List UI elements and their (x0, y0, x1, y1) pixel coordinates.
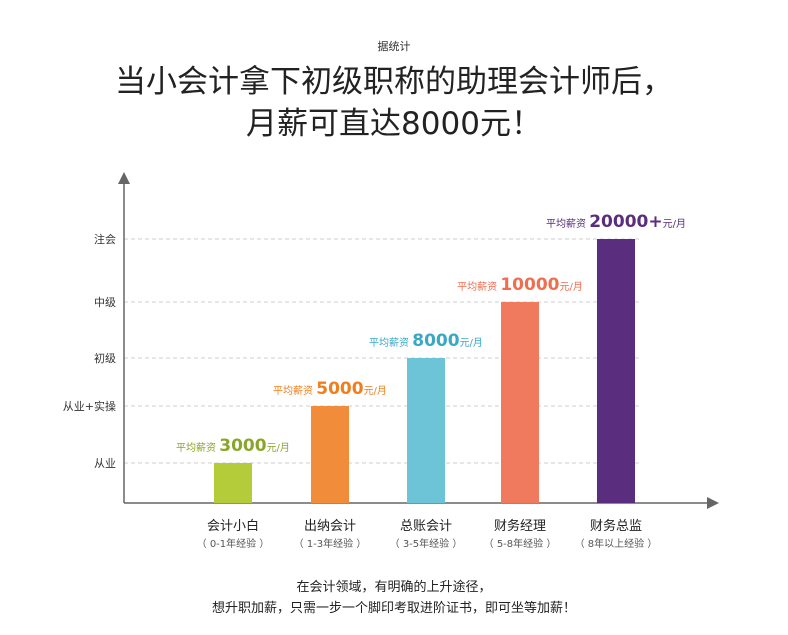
experience-label: （ 0-1年经验 ） (197, 537, 270, 550)
category-label: 财务总监 (590, 518, 642, 534)
category-label: 出纳会计 (304, 519, 356, 534)
footer-line-1: 在会计领域，有明确的上升途径， (296, 580, 492, 595)
headline-line-1: 当小会计拿下初级职称的助理会计师后， (115, 64, 673, 100)
category-label: 财务经理 (494, 518, 546, 534)
y-level-label: 从业+实操 (63, 399, 116, 413)
headline-line-2: 月薪可直达8000元！ (246, 106, 542, 142)
experience-label: （ 1-3年经验 ） (294, 537, 367, 550)
y-level-label: 中级 (94, 296, 116, 309)
value-label: 平均薪资 8000元/月 (369, 331, 483, 351)
bar (311, 406, 349, 503)
footer-line-2: 想升职加薪，只需一步一个脚印考取进阶证书，即可坐等加薪！ (211, 601, 576, 616)
category-label: 会计小白 (207, 518, 259, 534)
category-label: 总账会计 (400, 519, 452, 534)
value-label: 平均薪资 10000元/月 (457, 275, 583, 295)
value-label: 平均薪资 5000元/月 (273, 379, 387, 399)
source-note: 据统计 (377, 40, 411, 53)
y-level-label: 初级 (94, 351, 116, 365)
bar (214, 463, 252, 503)
experience-label: （ 5-8年经验 ） (484, 537, 557, 550)
bar (407, 358, 445, 503)
experience-label: （ 3-5年经验 ） (390, 537, 463, 550)
value-label: 平均薪资 3000元/月 (176, 436, 290, 456)
bar (501, 302, 539, 503)
y-level-label: 从业 (94, 457, 116, 470)
value-label: 平均薪资 20000+元/月 (546, 212, 686, 232)
experience-label: （ 8年以上经验 ） (575, 537, 658, 550)
y-level-label: 注会 (94, 232, 116, 246)
bar (597, 239, 635, 503)
